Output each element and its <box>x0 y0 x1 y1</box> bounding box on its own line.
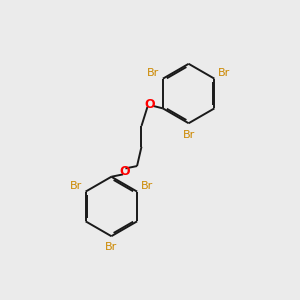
Text: Br: Br <box>141 181 153 191</box>
Text: Br: Br <box>105 242 118 253</box>
Text: Br: Br <box>70 181 82 191</box>
Text: Br: Br <box>218 68 230 78</box>
Text: Br: Br <box>147 68 159 78</box>
Text: Br: Br <box>182 130 195 140</box>
Text: O: O <box>119 165 130 178</box>
Text: O: O <box>144 98 155 111</box>
